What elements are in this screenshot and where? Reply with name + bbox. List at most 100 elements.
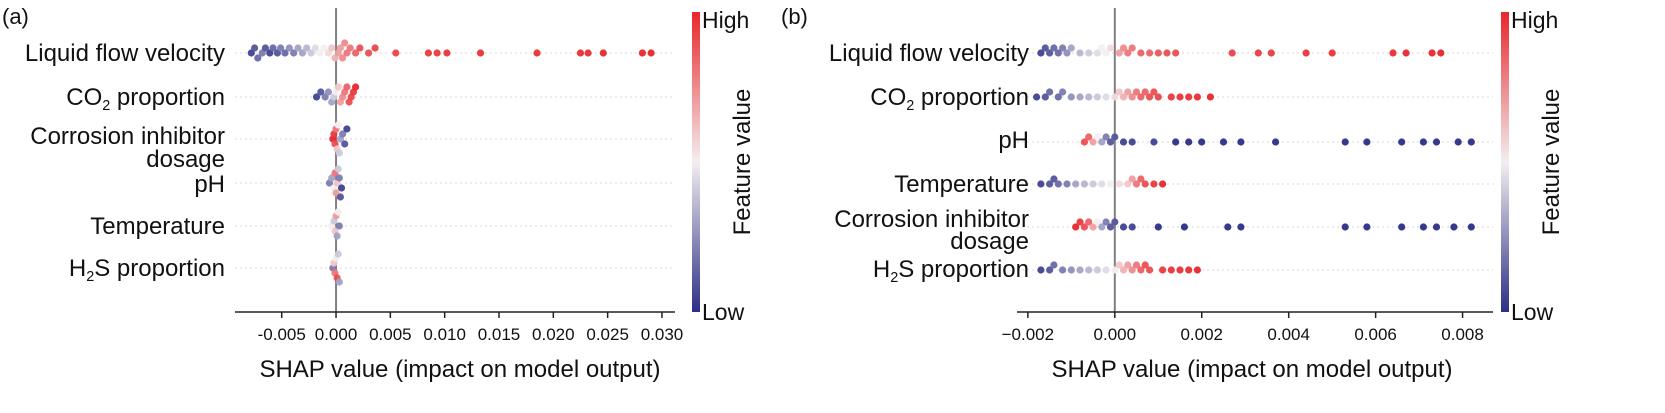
data-point xyxy=(1141,261,1149,269)
data-point xyxy=(1080,223,1088,231)
data-point xyxy=(1450,223,1458,231)
feature-label: Corrosion inhibitor xyxy=(834,206,1029,233)
data-point xyxy=(356,44,364,52)
panel-label: (a) xyxy=(2,4,29,29)
data-point xyxy=(335,222,343,230)
data-point xyxy=(334,83,342,91)
data-point xyxy=(307,49,315,57)
data-point xyxy=(1046,266,1054,274)
data-point xyxy=(1111,218,1119,226)
data-point xyxy=(1067,44,1075,52)
colorbar-low-label: Low xyxy=(702,299,745,325)
data-point xyxy=(1050,175,1058,183)
data-point xyxy=(1402,49,1410,57)
data-point xyxy=(311,44,319,52)
colorbar xyxy=(692,12,700,312)
data-point xyxy=(277,44,285,52)
x-tick-label: 0.010 xyxy=(423,325,466,344)
data-point xyxy=(1119,223,1128,231)
data-point xyxy=(1219,138,1228,146)
data-point xyxy=(1041,93,1049,101)
data-point xyxy=(365,49,373,57)
data-point xyxy=(1150,180,1158,188)
data-point xyxy=(1172,49,1180,57)
data-point xyxy=(1302,49,1310,57)
data-point xyxy=(1072,223,1080,231)
data-point xyxy=(1128,175,1136,183)
feature-label: dosage xyxy=(146,146,225,173)
data-point xyxy=(1150,88,1158,96)
data-point xyxy=(1076,218,1084,226)
feature-label: Liquid flow velocity xyxy=(25,40,225,67)
data-point xyxy=(1206,93,1214,101)
data-point xyxy=(1106,180,1115,188)
data-point xyxy=(1085,133,1093,141)
data-point xyxy=(1437,49,1445,57)
data-point xyxy=(1141,88,1149,96)
data-point xyxy=(1046,180,1054,188)
data-point xyxy=(1085,93,1093,101)
data-point xyxy=(1115,180,1123,188)
data-point xyxy=(1115,88,1123,96)
data-point xyxy=(1041,44,1049,52)
data-point xyxy=(1137,49,1145,57)
data-point xyxy=(1037,180,1045,188)
data-point xyxy=(343,83,351,91)
data-point xyxy=(1037,266,1045,274)
data-point xyxy=(336,193,344,201)
data-point xyxy=(1093,218,1101,226)
feature-label: H2S proportion xyxy=(873,256,1029,286)
chart-panel-b: (b) Liquid flow velocity CO2 proportion pH T… xyxy=(781,4,1565,383)
data-point xyxy=(290,49,298,57)
data-point xyxy=(1089,180,1097,188)
data-point xyxy=(1050,44,1058,52)
data-point xyxy=(1341,223,1349,231)
data-point xyxy=(1172,138,1180,146)
data-point xyxy=(352,83,360,91)
data-point xyxy=(1137,93,1145,101)
feature-label: H2S proportion xyxy=(69,255,225,285)
colorbar xyxy=(1501,12,1509,312)
data-point xyxy=(1237,138,1245,146)
data-point xyxy=(1124,88,1132,96)
data-point xyxy=(647,49,655,57)
data-point xyxy=(261,44,269,52)
data-point xyxy=(1428,49,1436,57)
data-point xyxy=(303,44,311,52)
data-point xyxy=(1063,180,1071,188)
data-point xyxy=(1115,261,1123,269)
data-point xyxy=(1267,49,1275,57)
data-point xyxy=(1398,138,1406,146)
data-point xyxy=(1076,93,1084,101)
data-point xyxy=(1454,138,1462,146)
data-point xyxy=(1102,133,1110,141)
x-tick-label: 0.005 xyxy=(369,325,412,344)
data-point xyxy=(1432,138,1441,146)
data-point xyxy=(1185,266,1193,274)
feature-label: Liquid flow velocity xyxy=(829,40,1029,67)
x-tick-label: 0.008 xyxy=(1441,325,1484,344)
data-point xyxy=(1154,49,1162,57)
data-point xyxy=(1080,138,1088,146)
data-point xyxy=(1111,93,1119,101)
data-point xyxy=(1111,133,1119,141)
data-point xyxy=(1115,49,1123,57)
data-point xyxy=(1098,138,1106,146)
data-point xyxy=(1228,49,1236,57)
data-point xyxy=(1119,44,1128,52)
data-point xyxy=(1050,261,1058,269)
data-point xyxy=(1106,44,1115,52)
data-point xyxy=(254,54,262,62)
data-point xyxy=(341,39,349,47)
data-point xyxy=(317,88,325,96)
data-point xyxy=(1141,180,1149,188)
data-point xyxy=(638,49,647,57)
data-point xyxy=(1128,44,1136,52)
data-point xyxy=(1098,223,1106,231)
feature-label: dosage xyxy=(950,228,1029,255)
data-point xyxy=(285,44,293,52)
feature-label: CO2 proportion xyxy=(66,84,225,114)
data-point xyxy=(343,125,351,133)
data-point xyxy=(1363,223,1371,231)
